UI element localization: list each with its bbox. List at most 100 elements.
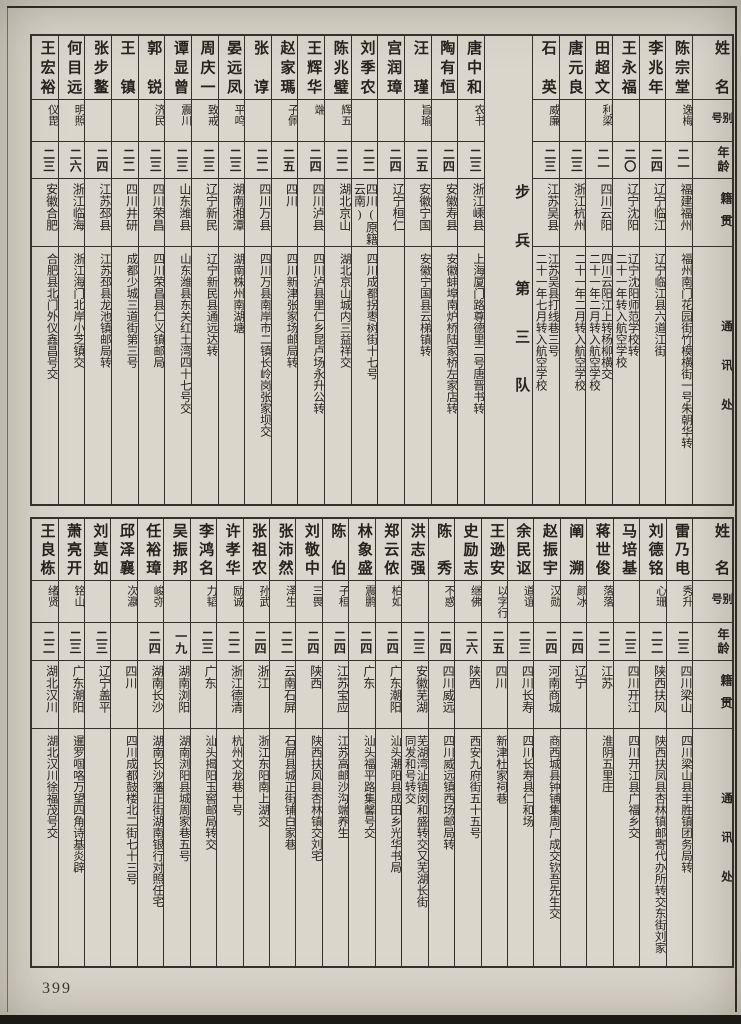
person-address [378,247,404,504]
person-column: 余民讴 道谊 二三 四川长寿 四川长寿县仁和场 [506,519,534,966]
person-age: 二一 [586,142,613,179]
person-name: 林象盛 [349,519,375,581]
person-age: 二二 [325,142,351,179]
person-alias: 威廉 [533,100,559,142]
person-age: 二二 [640,623,666,661]
person-name: 晏远凤 [218,36,245,100]
person-name: 刘敬中 [296,519,322,581]
person-column: 郭锐 济民 二三 四川荣昌 四川荣昌县仁义镇邮局 [137,36,165,504]
person-name: 刘德铭 [640,519,666,581]
person-name: 邱泽襄 [111,519,137,581]
person-name: 张谆 [245,36,271,100]
person-column: 邱泽襄 次瀛 四川 四川成都鼓楼北二街七十三号 [110,519,137,966]
person-native-place: 辽宁桓仁 [378,179,405,247]
person-native-place: 云南石屏 [270,661,296,729]
person-native-place: 湖南湘潭 [218,179,245,247]
person-alias: 不惑 [428,581,455,623]
person-native-place: 四川长寿 [507,661,534,729]
person-column: 赵振宇 汉勋 二四 河南商城 商西城县钟铺集周广成交钦吾先生交 [533,519,560,966]
person-alias [85,100,111,142]
person-column: 谭显曾 震川 二三 山东潍县 山东潍县东关红土湾四十七号交 [164,36,191,504]
person-column: 王逊安 以字行 二五 四川 新津杜家祠巷 [480,519,507,966]
person-column: 王宏裕 仪毘 二三 安徽合肥 合肥县北门外仪鑫昌号交 [31,36,58,504]
person-alias: 以字行 [481,581,507,623]
person-column: 阐溯 颜冰 二四 辽宁 [559,519,587,966]
person-native-place: 四川(原籍云南) [351,179,378,247]
person-address: 陕西扶凤县杏林镇邮寄代办所转交东街刘家 [653,735,666,954]
person-alias: 济民 [138,100,165,142]
person-alias: 力韬 [190,581,217,623]
person-name: 周庆一 [191,36,218,100]
person-column: 王镇 二二 四川井研 成都少城三道街第三号 [110,36,138,504]
person-age: 二六 [455,623,481,661]
roster-table-top: 姓名 别号 年龄 籍贯 通讯处 陈宗堂 逸梅 二一 福建福州 福州南门花园街竹模… [30,34,734,506]
unit-divider-column: 步兵第三队 [484,36,532,504]
person-name: 雷乃电 [666,519,692,581]
person-address: 四川开江县广福乡交 [627,735,640,839]
person-address: 江苏吴县打线巷三号 二十一年七月转入航空学校 [534,253,559,391]
person-name: 许孝华 [217,519,243,581]
person-address: 浙江海门北岸小芝镇交 [72,253,85,368]
person-address: 上海厦门路尊德里二号唐晋书转 [472,253,485,414]
person-native-place: 江苏宝应 [322,661,349,729]
person-age: 二四 [639,142,666,179]
person-native-place: 四川威远 [428,661,455,729]
person-name: 王永福 [613,36,639,100]
person-age: 二三 [165,142,191,179]
person-alias: 峻弥 [137,581,164,623]
person-age: 二四 [322,623,349,661]
person-native-place: 安徽宁国 [405,179,431,247]
person-column: 郑云侬 柏如 二四 广东潮阳 汕头潮阳县成田乡光华书局 [374,519,402,966]
person-address: 湖北京山城内三益祥交 [338,253,351,368]
person-alias: 震鹏 [349,581,375,623]
person-address: 四川威远镇西场邮局转 [442,735,455,850]
person-column: 雷乃电 秀升 二三 四川梁山 四川梁山县丰胜镇团务局转 [665,519,692,966]
person-address: 淮阴五里庄 [600,735,613,793]
person-name: 王良栋 [32,519,58,581]
person-native-place: 湖南浏阳 [164,661,190,729]
person-address: 四川荣昌县仁义镇邮局 [152,253,165,368]
person-column: 唐中和 农书 二三 浙江嵊县 上海厦门路尊德里二号唐晋书转 [457,36,485,504]
person-alias: 辉五 [325,100,351,142]
person-alias: 汉勋 [534,581,560,623]
person-name: 陈宗堂 [666,36,692,100]
person-name: 王逊安 [481,519,507,581]
person-alias [431,100,458,142]
person-alias: 仪毘 [31,100,58,142]
person-age: 二六 [58,142,85,179]
person-native-place: 湖南长沙 [137,661,164,729]
page-frame-top [7,6,737,8]
person-column: 周庆一 致戒 二三 辽宁新民 辽宁新民县通远达转 [190,36,218,504]
person-address: 汕头潮阳县成田乡光华书局 [389,735,402,873]
person-column: 王永福 二〇 辽宁沈阳 辽宁沈阳师范学校转 二十一年转入航空学校 [612,36,639,504]
person-age: 二三 [613,623,640,661]
person-native-place: 湖北汉川 [32,661,58,729]
person-address: 安徽蚌埠南炉桥陆家桥左家店转 [445,253,458,414]
person-alias: 颜冰 [560,581,587,623]
person-alias: 子桓 [322,581,349,623]
person-name: 刘莫如 [84,519,111,581]
person-native-place: 四川荣昌 [138,179,165,247]
person-age: 二二 [111,142,138,179]
person-name: 张步鳌 [85,36,111,100]
person-address: 四川长寿县仁和场 [521,735,534,827]
person-name: 吴振邦 [164,519,190,581]
person-address: 四川云阳江上转杨柳横交 二十一年二月转入航空学校 [587,253,613,391]
person-name: 余民讴 [507,519,534,581]
person-age: 二二 [270,623,296,661]
person-alias [245,100,271,142]
person-age: 二五 [405,142,431,179]
person-column: 张沛然 泽生 二二 云南石屏 石屏县城正街铺白家巷 [269,519,296,966]
person-column: 石英 威廉 二三 江苏吴县 江苏吴县打线巷三号 二十一年七月转入航空学校 [532,36,559,504]
person-address: 陕西扶风县杏林镇交刘宅 [309,735,322,862]
person-column: 刘德铭 心珊 二二 陕西扶风 陕西扶凤县杏林镇邮寄代办所转交东街刘家 [639,519,666,966]
person-address: 福州南门花园街竹模横街一号朱朝华转 [680,253,692,449]
person-address: 四川成都鼓楼北二街七十三号 [124,735,137,885]
person-alias: 次瀛 [111,581,137,623]
person-name: 唐元良 [559,36,586,100]
person-age: 二三 [58,623,84,661]
person-alias: 泽生 [270,581,296,623]
person-column: 李鸿名 力韬 二三 广东 汕头揭阳玉窖邮局转交 [189,519,217,966]
person-alias: 旨瑜 [405,100,431,142]
